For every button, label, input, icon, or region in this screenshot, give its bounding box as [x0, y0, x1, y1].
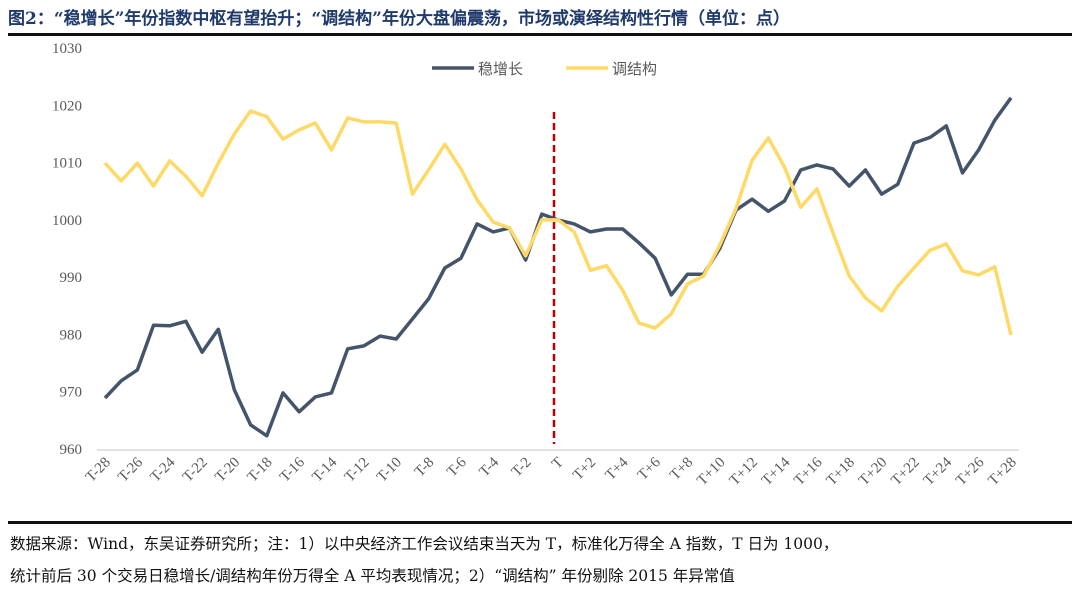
x-tick-label: T+10 — [694, 455, 728, 489]
y-tick-label: 960 — [60, 442, 83, 458]
footer-divider — [8, 521, 1072, 524]
legend-label: 稳增长 — [478, 60, 523, 78]
y-tick-label: 990 — [60, 270, 83, 286]
x-tick-label: T-2 — [509, 455, 535, 481]
x-tick-label: T-16 — [277, 454, 308, 485]
x-tick-label: T+12 — [727, 455, 761, 489]
x-tick-label: T-4 — [476, 454, 502, 480]
y-tick-label: 980 — [60, 327, 83, 343]
y-tick-label: 1030 — [52, 41, 82, 57]
x-tick-label: T-18 — [245, 455, 276, 486]
y-tick-label: 1020 — [52, 98, 82, 114]
x-tick-label: T-20 — [212, 455, 243, 486]
x-tick-label: T+20 — [856, 455, 890, 489]
x-tick-label: T+14 — [759, 454, 794, 489]
x-tick-label: T+22 — [888, 455, 922, 489]
x-tick-label: T-6 — [444, 454, 470, 480]
y-tick-label: 1010 — [52, 156, 82, 172]
x-tick-label: T+4 — [602, 454, 631, 483]
legend-label: 调结构 — [612, 60, 657, 78]
source-note-line-1: 数据来源：Wind，东吴证券研究所；注：1）以中央经济工作会议结束当天为 T，标… — [10, 535, 839, 553]
title-divider — [8, 33, 1072, 36]
x-tick-label: T+2 — [570, 455, 599, 484]
x-tick-label: T — [549, 455, 567, 473]
x-tick-label: T-8 — [412, 455, 438, 481]
x-tick-label: T-14 — [309, 454, 340, 485]
x-tick-label: T-26 — [115, 454, 146, 485]
x-tick-label: T-12 — [342, 455, 373, 486]
x-tick-label: T+6 — [635, 454, 664, 483]
series-line-structural-adjustment — [103, 109, 1013, 336]
x-tick-label: T-24 — [148, 454, 179, 485]
x-tick-label: T+24 — [921, 454, 956, 489]
figure-title: 图2：“稳增长”年份指数中枢有望抬升；“调结构”年份大盘偏震荡，市场或演绎结构性… — [8, 9, 790, 29]
x-tick-label: T-22 — [180, 455, 211, 486]
source-note-line-2: 统计前后 30 个交易日稳增长/调结构年份万得全 A 平均表现情况；2）“调结构… — [10, 567, 735, 585]
x-tick-label: T+26 — [953, 454, 988, 489]
x-tick-label: T-28 — [83, 455, 114, 486]
line-chart: 960 970 980 990 1000 1010 1020 1030 T-28 T-26 T-24… — [52, 41, 1020, 489]
series-line-stable-growth — [103, 96, 1013, 438]
x-tick-label: T-10 — [374, 455, 405, 486]
x-tick-label: T+18 — [824, 455, 858, 489]
y-tick-label: 970 — [60, 385, 83, 401]
x-tick-label: T+16 — [791, 454, 826, 489]
x-tick-label: T+28 — [985, 455, 1019, 489]
x-tick-label: T+8 — [667, 455, 696, 484]
y-tick-label: 1000 — [52, 213, 82, 229]
